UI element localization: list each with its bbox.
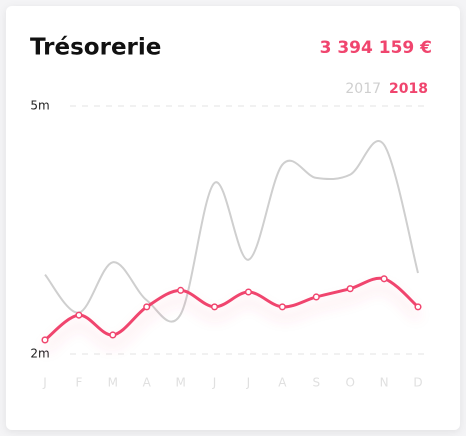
plot: 2m 5m J F M A M J J A S O N D: [30, 99, 425, 390]
point: [177, 286, 185, 294]
y-tick-label: 2m: [30, 347, 49, 361]
point: [312, 293, 320, 301]
point: [380, 275, 388, 283]
x-tick-label: D: [413, 376, 422, 390]
point: [278, 303, 286, 311]
x-tick-label: J: [212, 376, 217, 390]
chart-title: Trésorerie: [30, 35, 161, 61]
point: [346, 285, 354, 293]
x-tick-label: A: [278, 376, 287, 390]
x-tick-label: N: [380, 376, 389, 390]
legend-entry: 2017: [345, 81, 381, 97]
point: [109, 331, 117, 339]
x-tick-label: A: [143, 376, 152, 390]
x-tick-label: J: [42, 376, 47, 390]
point: [143, 303, 151, 311]
series-line: [44, 140, 419, 323]
card-bg: [6, 6, 460, 430]
y-tick-label: 5m: [30, 99, 49, 113]
point: [244, 288, 253, 296]
legend-entry: 2018: [389, 81, 428, 97]
x-tick-label: O: [345, 376, 354, 390]
x-tick-label: J: [246, 376, 251, 390]
point: [210, 303, 219, 311]
x-tick-label: M: [108, 376, 118, 390]
x-tick-label: S: [312, 376, 320, 390]
x-tick-label: M: [175, 376, 185, 390]
point: [75, 311, 83, 319]
legend: 2018 2017: [345, 81, 428, 97]
point: [41, 336, 49, 344]
point: [414, 303, 422, 311]
total: 3 394 159 €: [320, 38, 432, 58]
x-tick-label: F: [75, 376, 82, 390]
